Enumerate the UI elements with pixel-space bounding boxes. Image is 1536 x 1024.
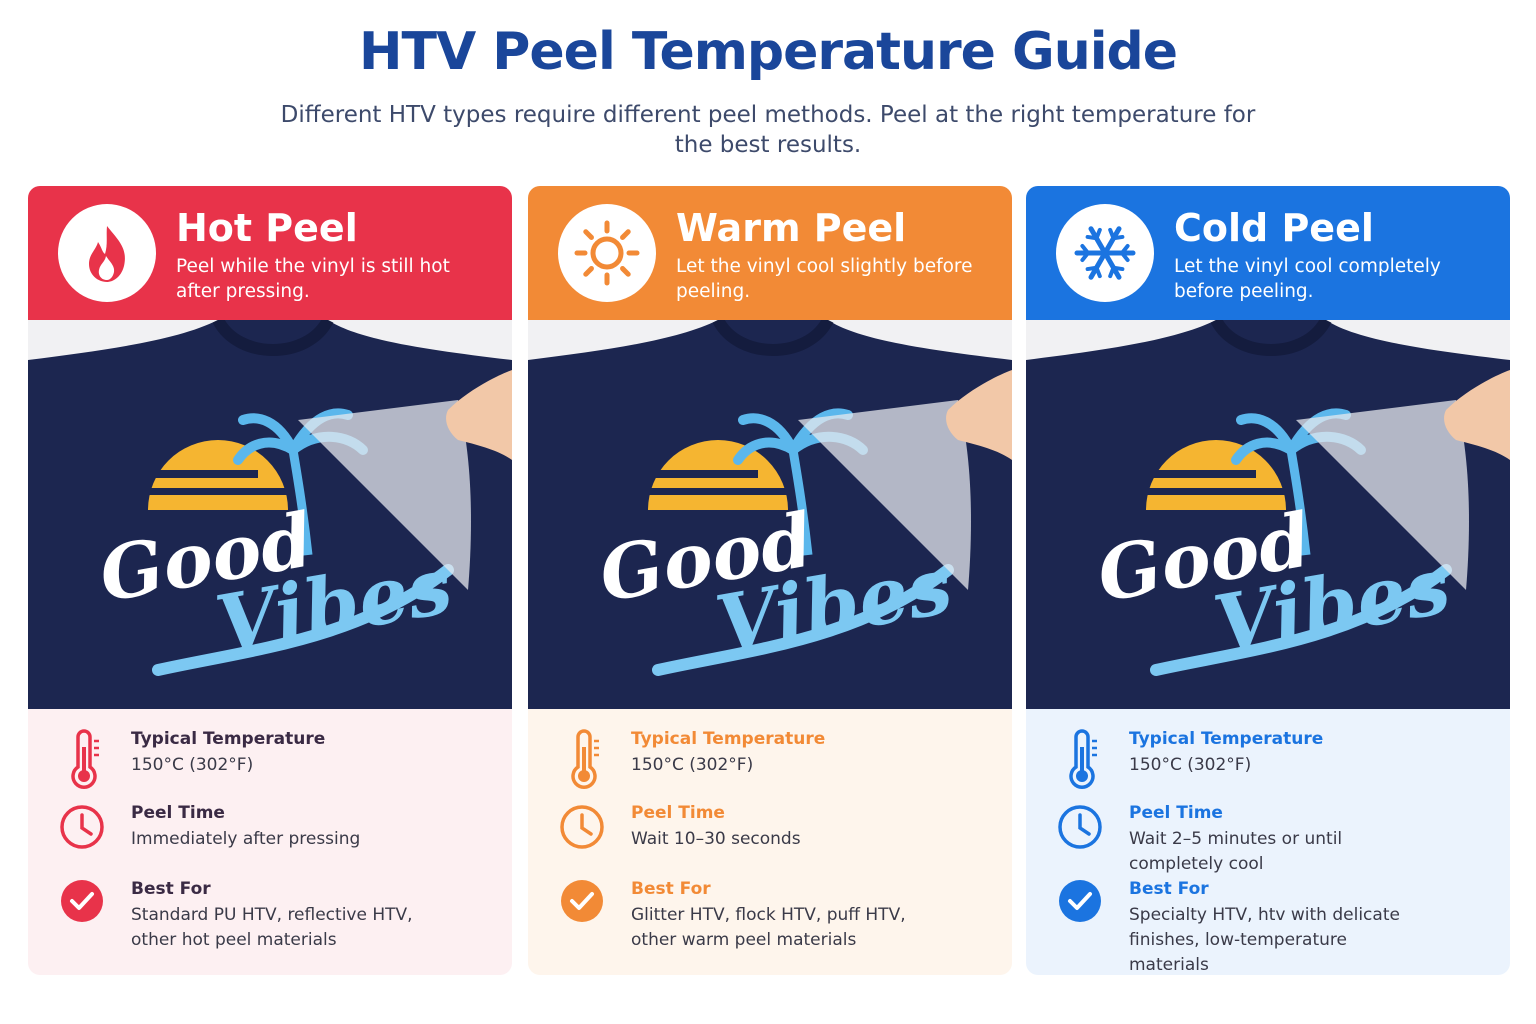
row-value: Wait 2–5 minutes or until completely coo… — [1129, 829, 1343, 874]
row-value: Immediately after pressing — [131, 829, 361, 849]
card-info: Typical Temperature 150°C (302°F) Peel Tim… — [1026, 709, 1510, 975]
row-label: Peel Time — [631, 803, 725, 823]
row-value: 150°C (302°F) — [631, 755, 754, 775]
card-title: Hot Peel — [176, 206, 358, 250]
row-label: Best For — [1129, 879, 1209, 899]
header-icon — [58, 204, 156, 302]
row-value: Specialty HTV, htv with delicate finishe… — [1129, 905, 1400, 975]
row-value: 150°C (302°F) — [1129, 755, 1252, 775]
card-title: Cold Peel — [1174, 206, 1374, 250]
row-value: Wait 10–30 seconds — [631, 829, 801, 849]
subtitle: Different HTV types require different pe… — [280, 102, 1256, 158]
card-info: Typical Temperature 150°C (302°F) Peel Tim… — [28, 709, 512, 975]
card-description: Let the vinyl cool completely before pee… — [1174, 256, 1441, 302]
row-icon — [1069, 729, 1097, 789]
row-label: Peel Time — [131, 803, 225, 823]
row-icon — [71, 729, 99, 789]
row-label: Best For — [631, 879, 711, 899]
card-header: Warm Peel Let the vinyl cool slightly bef… — [528, 186, 1012, 320]
row-label: Peel Time — [1129, 803, 1223, 823]
card-header: Cold Peel Let the vinyl cool completely b… — [1026, 186, 1510, 320]
row-label: Typical Temperature — [1129, 729, 1324, 749]
shirt-image: Good Vibes — [28, 320, 512, 709]
icon — [574, 220, 640, 286]
row-label: Typical Temperature — [631, 729, 826, 749]
row-icon — [560, 805, 604, 849]
row-icon — [1059, 880, 1101, 922]
row-icon — [60, 805, 104, 849]
row-icon — [1058, 805, 1102, 849]
icon — [89, 226, 125, 282]
header-icon — [1056, 204, 1154, 302]
card-title: Warm Peel — [676, 206, 907, 250]
card-header: Hot Peel Peel while the vinyl is still ho… — [28, 186, 512, 320]
shirt-image: Good Vibes — [1026, 320, 1510, 709]
row-icon — [61, 880, 103, 922]
card: Cold Peel Let the vinyl cool completely b… — [1026, 186, 1510, 975]
row-value: Standard PU HTV, reflective HTV, other h… — [131, 905, 413, 950]
header-icon — [558, 204, 656, 302]
row-label: Best For — [131, 879, 211, 899]
row-label: Typical Temperature — [131, 729, 326, 749]
card-description: Peel while the vinyl is still hot after … — [176, 256, 450, 302]
row-value: Glitter HTV, flock HTV, puff HTV, other … — [631, 905, 906, 950]
title: HTV Peel Temperature Guide — [358, 22, 1178, 82]
card: Hot Peel Peel while the vinyl is still ho… — [28, 186, 512, 975]
row-value: 150°C (302°F) — [131, 755, 254, 775]
icon — [1074, 226, 1136, 280]
card-info: Typical Temperature 150°C (302°F) Peel Tim… — [528, 709, 1012, 975]
card: Warm Peel Let the vinyl cool slightly bef… — [528, 186, 1012, 975]
row-icon — [571, 729, 599, 789]
row-icon — [561, 880, 603, 922]
card-description: Let the vinyl cool slightly before peeli… — [676, 256, 973, 302]
shirt-image: Good Vibes — [528, 320, 1012, 709]
